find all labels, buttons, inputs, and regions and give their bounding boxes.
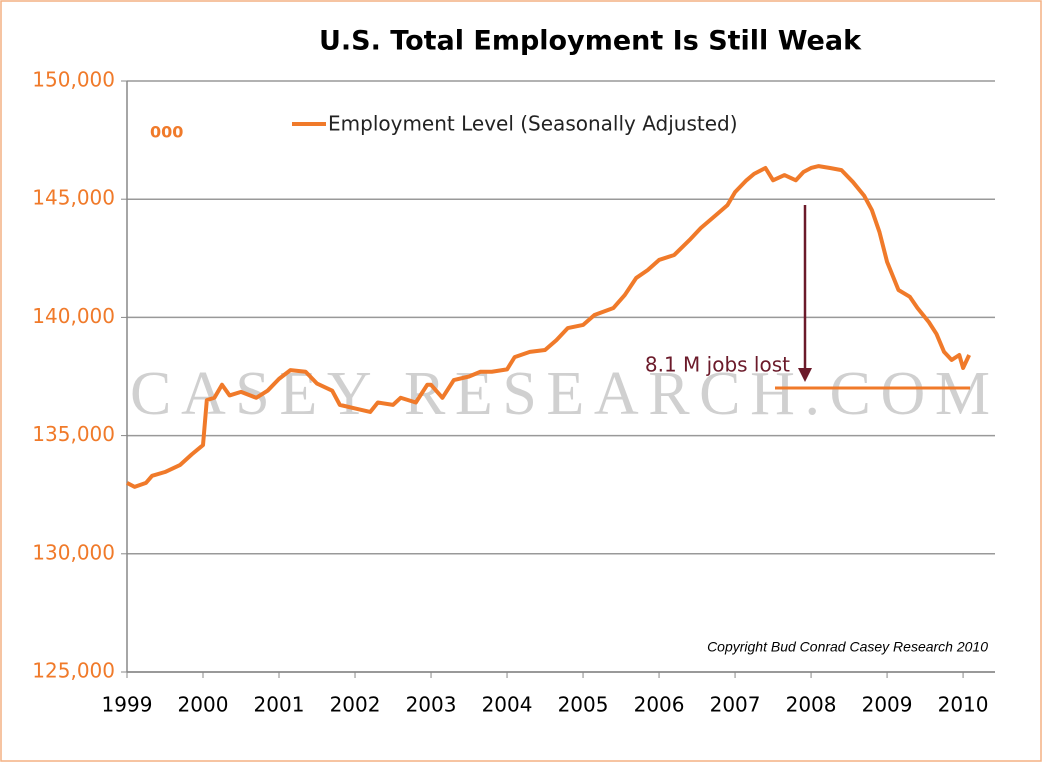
unit-label: 000 — [150, 123, 183, 142]
plot — [126, 164, 971, 489]
legend-label: Employment Level (Seasonally Adjusted) — [328, 112, 738, 136]
copyright: Copyright Bud Conrad Casey Research 2010 — [707, 639, 988, 655]
x-tick-label: 2005 — [558, 693, 609, 717]
y-tick-label: 145,000 — [32, 186, 115, 210]
y-tick-label: 125,000 — [32, 659, 115, 683]
x-tick-label: 2000 — [178, 693, 229, 717]
x-tick-label: 2008 — [786, 693, 837, 717]
x-tick-label: 2010 — [938, 693, 989, 717]
y-tick-label: 140,000 — [32, 304, 115, 328]
x-tick-label: 2007 — [710, 693, 761, 717]
grid: 125,000 130,000 135,000 140,000 145,000 150,0… — [32, 68, 995, 717]
y-tick-label: 135,000 — [32, 422, 115, 446]
x-tick-label: 2009 — [862, 693, 913, 717]
y-tick-label: 130,000 — [32, 540, 115, 564]
x-tick-label: 2001 — [254, 693, 305, 717]
annotation: 8.1 M jobs lost — [645, 353, 790, 377]
x-tick-label: 2004 — [482, 693, 533, 717]
x-tick-label: 2006 — [634, 693, 685, 717]
x-tick-label: 2003 — [406, 693, 457, 717]
x-tick-label: 2002 — [330, 693, 381, 717]
chart-title: U.S. Total Employment Is Still Weak — [319, 26, 862, 57]
annotation-arrowhead — [798, 368, 812, 382]
y-tick-label: 150,000 — [32, 68, 115, 92]
x-tick-label: 1999 — [102, 693, 153, 717]
data-line — [126, 164, 971, 489]
